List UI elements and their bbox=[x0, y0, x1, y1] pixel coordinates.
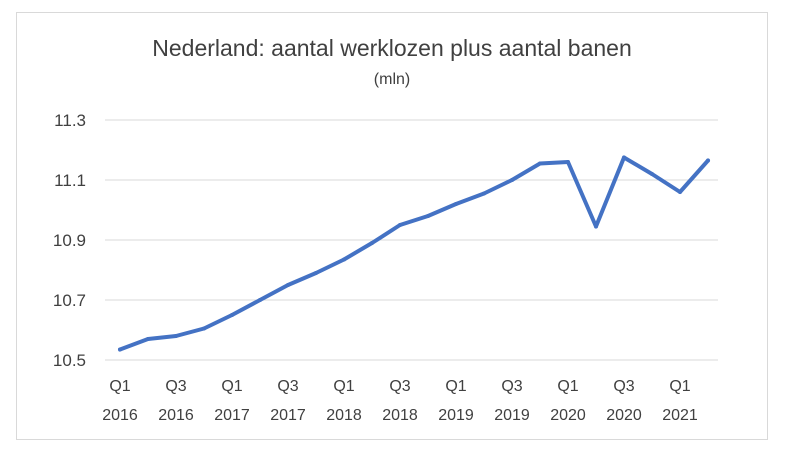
data-point bbox=[650, 172, 654, 176]
y-tick-label: 10.5 bbox=[53, 351, 86, 370]
data-point bbox=[678, 190, 682, 194]
x-tick-label-quarter: Q1 bbox=[557, 378, 578, 395]
y-tick-label: 10.9 bbox=[53, 231, 86, 250]
x-tick-label-quarter: Q1 bbox=[221, 378, 242, 395]
x-tick-label-year: 2019 bbox=[438, 407, 474, 424]
x-tick-label-year: 2017 bbox=[270, 407, 306, 424]
y-tick-label: 10.7 bbox=[53, 291, 86, 310]
data-point bbox=[398, 223, 402, 227]
data-point bbox=[706, 158, 710, 163]
data-point bbox=[230, 313, 234, 317]
x-tick-label-year: 2018 bbox=[382, 407, 418, 424]
data-point bbox=[482, 191, 486, 196]
x-tick-label-quarter: Q1 bbox=[333, 378, 354, 395]
x-tick-label-year: 2020 bbox=[550, 407, 586, 424]
series-line bbox=[118, 155, 710, 352]
chart-frame: Nederland: aantal werklozen plus aantal … bbox=[16, 12, 768, 440]
x-tick-label-quarter: Q3 bbox=[613, 378, 634, 395]
x-tick-label-year: 2016 bbox=[158, 407, 194, 424]
data-point bbox=[454, 202, 458, 206]
y-tick-label: 11.3 bbox=[54, 111, 86, 130]
data-point bbox=[538, 161, 542, 166]
x-tick-label-year: 2020 bbox=[606, 407, 642, 424]
x-tick-label-quarter: Q3 bbox=[277, 378, 298, 395]
x-tick-label-quarter: Q1 bbox=[109, 378, 130, 395]
data-point bbox=[286, 283, 290, 287]
chart-subtitle: (mln) bbox=[373, 71, 411, 88]
x-tick-label-year: 2021 bbox=[662, 407, 698, 424]
data-point bbox=[146, 337, 150, 341]
data-point bbox=[594, 224, 598, 229]
x-tick-label-year: 2016 bbox=[102, 407, 138, 424]
x-tick-label-year: 2017 bbox=[214, 407, 250, 424]
x-tick-label-year: 2019 bbox=[494, 407, 530, 424]
data-point bbox=[258, 298, 262, 302]
y-tick-label: 11.1 bbox=[54, 171, 86, 190]
data-point bbox=[174, 334, 178, 338]
data-point bbox=[314, 271, 318, 275]
data-point bbox=[370, 241, 374, 245]
x-tick-label-year: 2018 bbox=[326, 407, 362, 424]
x-tick-label-quarter: Q3 bbox=[165, 378, 186, 395]
chart-title: Nederland: aantal werklozen plus aantal … bbox=[152, 35, 632, 61]
data-point bbox=[118, 347, 122, 352]
data-point bbox=[202, 326, 206, 331]
data-point bbox=[622, 155, 626, 160]
x-tick-label-quarter: Q3 bbox=[501, 378, 522, 395]
data-point bbox=[510, 178, 514, 182]
data-point bbox=[342, 257, 346, 262]
x-tick-label-quarter: Q3 bbox=[389, 378, 410, 395]
x-tick-label-quarter: Q1 bbox=[445, 378, 466, 395]
x-tick-label-quarter: Q1 bbox=[669, 378, 690, 395]
data-point bbox=[426, 214, 430, 218]
data-point bbox=[566, 160, 570, 164]
